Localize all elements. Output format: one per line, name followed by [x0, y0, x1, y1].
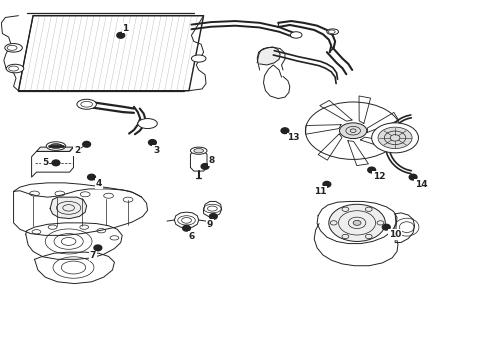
- Ellipse shape: [329, 204, 385, 242]
- Circle shape: [52, 160, 60, 166]
- Ellipse shape: [50, 144, 62, 149]
- Ellipse shape: [378, 127, 412, 149]
- Text: 13: 13: [288, 133, 300, 142]
- Circle shape: [117, 32, 124, 38]
- Polygon shape: [50, 197, 87, 219]
- Text: 7: 7: [90, 251, 96, 260]
- Ellipse shape: [5, 44, 23, 52]
- Polygon shape: [189, 16, 206, 91]
- Polygon shape: [34, 252, 115, 284]
- Circle shape: [382, 224, 390, 230]
- Polygon shape: [14, 189, 147, 235]
- Circle shape: [281, 128, 289, 134]
- Ellipse shape: [327, 29, 339, 35]
- Polygon shape: [36, 147, 74, 152]
- Polygon shape: [395, 213, 415, 243]
- Polygon shape: [191, 151, 207, 171]
- Circle shape: [148, 140, 156, 145]
- Text: 9: 9: [207, 220, 213, 229]
- Ellipse shape: [77, 99, 97, 109]
- Polygon shape: [264, 65, 290, 99]
- Polygon shape: [348, 141, 368, 166]
- Polygon shape: [257, 47, 280, 65]
- Text: 5: 5: [42, 158, 49, 167]
- Polygon shape: [306, 125, 341, 134]
- Circle shape: [201, 163, 209, 169]
- Text: 12: 12: [373, 172, 385, 181]
- Text: 1: 1: [122, 24, 129, 33]
- Circle shape: [209, 213, 217, 219]
- Ellipse shape: [194, 149, 203, 153]
- Polygon shape: [359, 96, 370, 123]
- Text: 10: 10: [389, 230, 401, 239]
- Ellipse shape: [353, 220, 361, 225]
- Circle shape: [368, 167, 375, 173]
- Ellipse shape: [192, 55, 206, 62]
- Text: 2: 2: [74, 146, 80, 155]
- Ellipse shape: [290, 32, 302, 38]
- Ellipse shape: [46, 142, 66, 150]
- Polygon shape: [318, 134, 342, 160]
- Polygon shape: [26, 223, 122, 259]
- Ellipse shape: [6, 64, 24, 73]
- Polygon shape: [1, 16, 19, 91]
- Polygon shape: [368, 112, 399, 132]
- Text: 14: 14: [415, 180, 428, 189]
- Ellipse shape: [138, 118, 157, 129]
- Ellipse shape: [191, 147, 207, 154]
- Polygon shape: [174, 212, 199, 228]
- Text: 11: 11: [314, 187, 327, 196]
- Circle shape: [83, 141, 91, 147]
- Ellipse shape: [372, 123, 418, 153]
- Circle shape: [88, 174, 96, 180]
- Text: 3: 3: [153, 146, 159, 155]
- Polygon shape: [257, 47, 285, 70]
- Polygon shape: [320, 100, 352, 121]
- Ellipse shape: [340, 123, 367, 139]
- Circle shape: [323, 181, 331, 187]
- Circle shape: [409, 174, 417, 180]
- Polygon shape: [31, 147, 74, 177]
- Text: 8: 8: [209, 156, 215, 165]
- Polygon shape: [317, 202, 397, 244]
- Polygon shape: [203, 202, 221, 216]
- Circle shape: [183, 225, 191, 231]
- Circle shape: [94, 245, 102, 251]
- Polygon shape: [314, 224, 398, 266]
- Polygon shape: [361, 137, 398, 150]
- Polygon shape: [19, 16, 203, 91]
- Text: 4: 4: [96, 179, 102, 188]
- Text: 6: 6: [188, 232, 195, 241]
